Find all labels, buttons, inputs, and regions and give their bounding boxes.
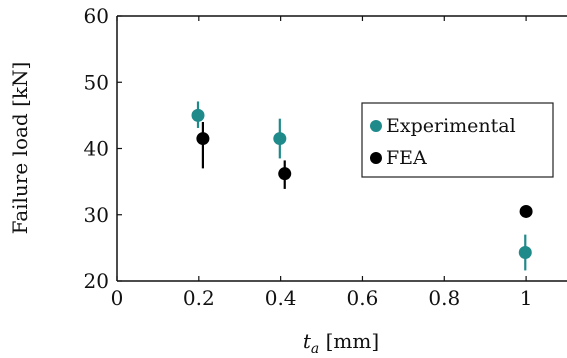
y-tick-label: 30 [84,203,109,227]
legend: Experimental FEA [361,102,554,178]
x-tick-label: 0.8 [428,286,460,310]
point-experimental [518,246,532,260]
point-fea [278,167,292,181]
ticks: 20 30 40 50 60 0 0.2 0.4 0.6 0.8 1 [84,4,533,310]
point-fea [196,132,210,146]
x-tick-label: 0 [111,286,124,310]
point-experimental [191,108,205,122]
x-tick-label: 0.6 [347,286,379,310]
legend-marker-experimental [370,120,382,132]
legend-label-experimental: Experimental [386,115,516,137]
x-axis-variable: t [303,329,312,353]
x-axis-unit: [mm] [319,329,379,353]
x-axis-label: ta [mm] [303,329,379,357]
x-axis-subscript: a [311,341,319,357]
legend-box [361,102,554,178]
point-fea [519,204,533,218]
legend-marker-fea [370,152,382,164]
legend-label-fea: FEA [386,147,427,169]
y-axis-label: Failure load [kN] [8,62,32,235]
x-tick-label: 0.4 [265,286,297,310]
point-experimental [273,132,287,146]
y-tick-label: 60 [84,4,109,28]
y-tick-label: 40 [84,137,109,161]
y-tick-label: 50 [84,70,109,94]
x-tick-label: 1 [520,286,533,310]
data-points [191,108,533,260]
y-tick-label: 20 [84,269,109,293]
x-tick-label: 0.2 [183,286,215,310]
